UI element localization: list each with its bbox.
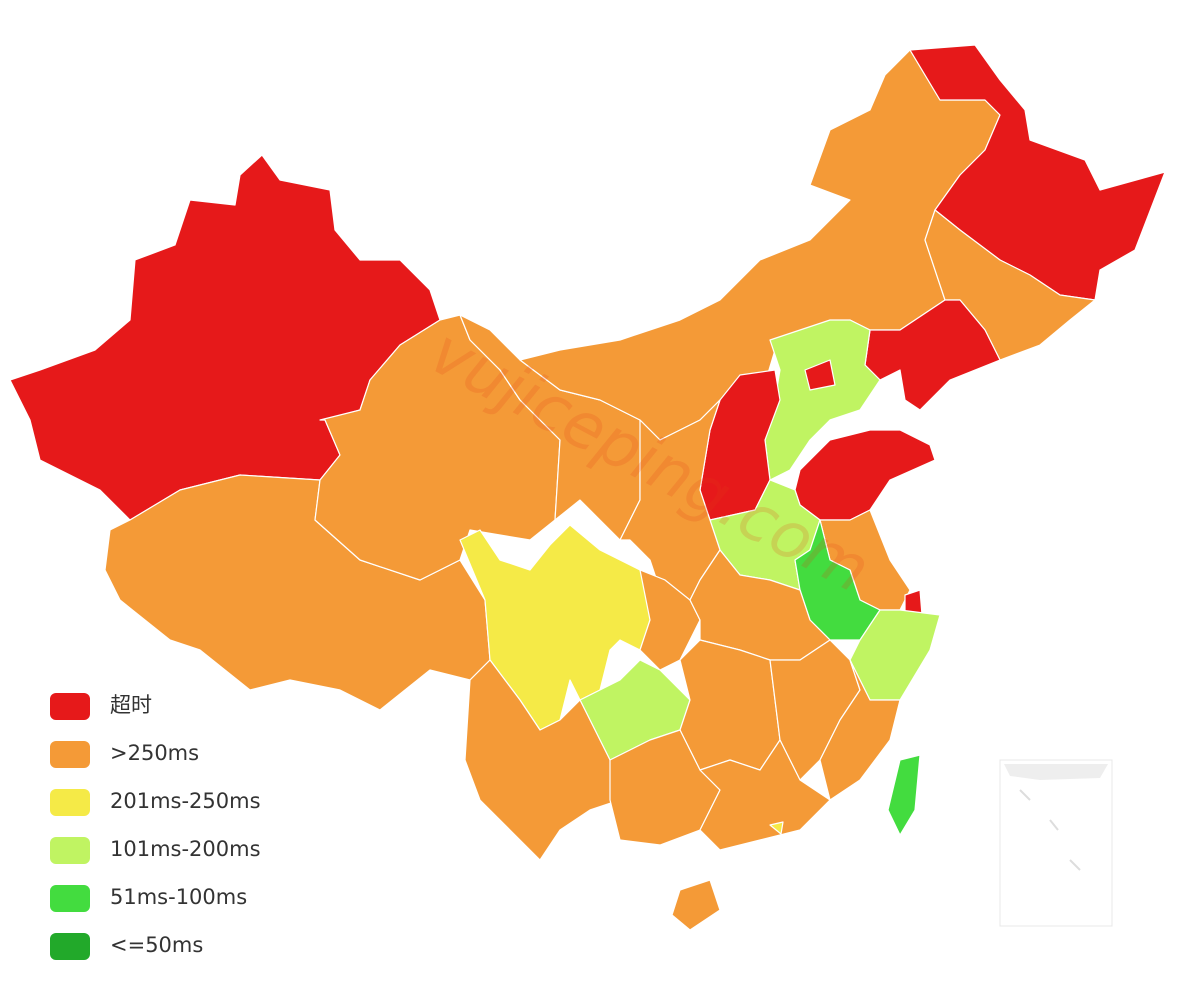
legend-swatch <box>50 789 90 816</box>
south-sea-inset <box>999 759 1113 927</box>
legend-label: 101ms-200ms <box>110 837 261 861</box>
province <box>769 821 784 835</box>
legend-label: <=50ms <box>110 933 203 957</box>
legend-swatch <box>50 741 90 768</box>
legend-swatch <box>50 933 90 960</box>
legend-label: 51ms-100ms <box>110 885 247 909</box>
province <box>699 739 831 851</box>
legend-swatch <box>50 693 90 720</box>
province <box>887 754 921 836</box>
legend-label: 201ms-250ms <box>110 789 261 813</box>
legend-label: >250ms <box>110 741 199 765</box>
province <box>794 429 936 521</box>
legend: 超时 >250ms 201ms-250ms 101ms-200ms 51ms-100ms… <box>50 693 261 960</box>
province <box>804 359 836 391</box>
legend-label: 超时 <box>110 693 152 717</box>
province <box>679 639 781 771</box>
legend-swatch <box>50 837 90 864</box>
province <box>671 879 721 931</box>
china-map <box>9 44 1166 931</box>
legend-swatch <box>50 885 90 912</box>
province <box>819 659 901 801</box>
